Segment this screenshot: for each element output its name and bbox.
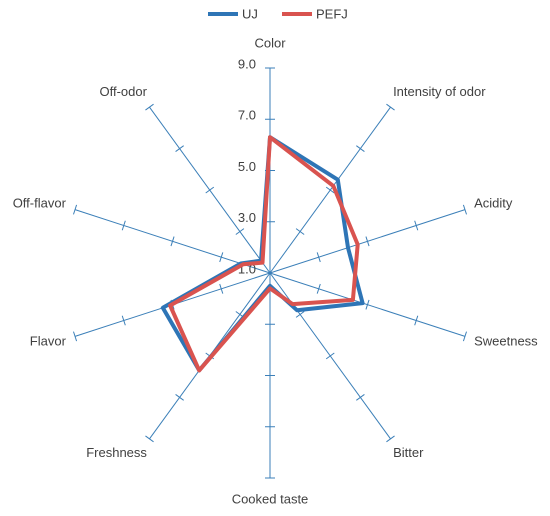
tick-mark <box>145 103 154 111</box>
category-label: Acidity <box>474 196 513 211</box>
tick-mark <box>462 204 467 215</box>
category-label: Off-flavor <box>13 196 67 211</box>
tick-mark <box>386 435 395 443</box>
legend-label: UJ <box>242 6 258 21</box>
tick-mark <box>219 252 224 263</box>
tick-mark <box>205 186 215 194</box>
tick-mark <box>365 236 370 247</box>
tick-mark <box>365 299 370 310</box>
tick-mark <box>170 236 175 247</box>
category-label: Bitter <box>393 445 424 460</box>
tick-mark <box>462 331 467 342</box>
tick-mark <box>121 315 126 326</box>
tick-mark <box>386 103 395 111</box>
category-label: Color <box>254 35 286 50</box>
r-tick-label: 7.0 <box>238 108 256 123</box>
category-label: Freshness <box>86 445 147 460</box>
tick-mark <box>316 252 321 263</box>
tick-mark <box>175 145 184 152</box>
series-polygon <box>168 135 360 373</box>
category-label: Sweetness <box>474 333 538 348</box>
tick-mark <box>73 331 78 342</box>
tick-mark <box>145 435 154 443</box>
category-label: Intensity of odor <box>393 84 486 99</box>
r-tick-label: 9.0 <box>238 56 256 71</box>
tick-mark <box>316 283 321 294</box>
tick-mark <box>414 315 419 326</box>
tick-mark <box>175 394 184 401</box>
tick-mark <box>356 394 365 401</box>
r-tick-label: 3.0 <box>238 210 256 225</box>
tick-mark <box>121 220 126 231</box>
category-label: Cooked taste <box>232 491 309 506</box>
legend-label: PEFJ <box>316 6 348 21</box>
tick-mark <box>325 186 335 194</box>
tick-mark <box>235 228 245 235</box>
tick-mark <box>325 352 335 360</box>
r-tick-label: 5.0 <box>238 159 256 174</box>
tick-mark <box>356 145 365 152</box>
tick-mark <box>295 228 305 235</box>
tick-mark <box>73 204 78 215</box>
category-label: Flavor <box>30 333 67 348</box>
category-label: Off-odor <box>99 84 147 99</box>
tick-mark <box>219 283 224 294</box>
tick-mark <box>295 311 305 318</box>
tick-mark <box>414 220 419 231</box>
